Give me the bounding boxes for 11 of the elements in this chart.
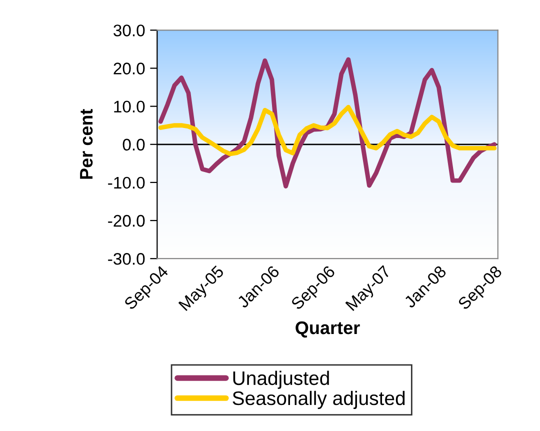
legend-label: Unadjusted bbox=[233, 370, 329, 389]
y-tick-label: -10.0 bbox=[108, 176, 145, 189]
y-tick-label: -20.0 bbox=[108, 214, 145, 227]
legend-label: Seasonally adjusted bbox=[232, 390, 405, 409]
y-tick-label: 0.0 bbox=[122, 138, 145, 151]
y-axis-title: Per cent bbox=[80, 108, 93, 179]
y-tick-label: -30.0 bbox=[108, 253, 145, 265]
y-tick-label: 30.0 bbox=[114, 24, 145, 36]
y-tick-label: 10.0 bbox=[114, 100, 145, 113]
y-tick-label: 20.0 bbox=[114, 62, 145, 74]
x-axis-title: Quarter bbox=[296, 321, 360, 338]
